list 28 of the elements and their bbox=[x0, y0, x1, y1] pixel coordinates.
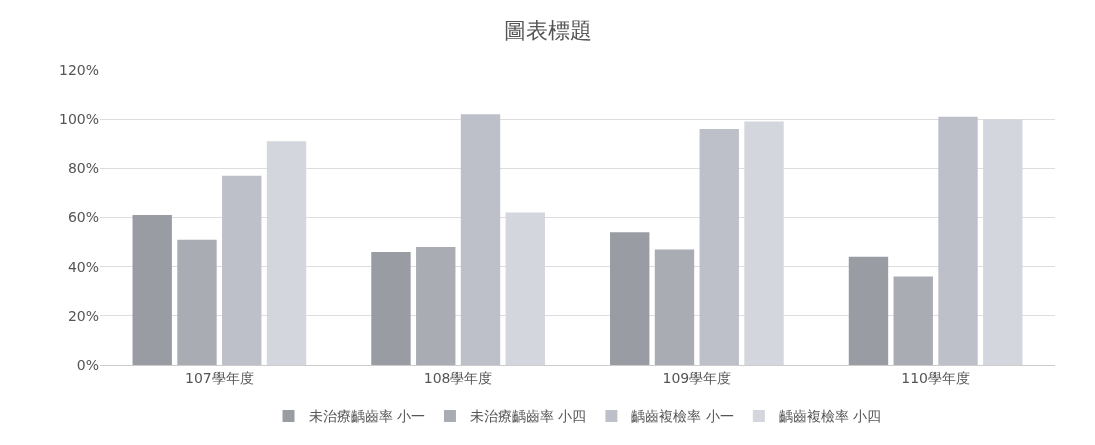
x-tick-label: 107學年度 bbox=[185, 369, 254, 386]
bar bbox=[699, 129, 739, 365]
legend-label: 未治療齲齒率 小一 bbox=[308, 408, 425, 425]
bar bbox=[610, 232, 650, 365]
legend-label: 齲齒複檢率 小一 bbox=[631, 408, 734, 425]
x-tick-label: 108學年度 bbox=[423, 369, 493, 386]
bar bbox=[177, 239, 217, 365]
bar bbox=[132, 215, 172, 365]
x-tick-label: 110學年度 bbox=[901, 369, 970, 386]
y-tick-label: 0% bbox=[76, 356, 99, 373]
y-tick-label: 40% bbox=[67, 258, 99, 275]
y-tick-label: 60% bbox=[67, 209, 99, 226]
bar bbox=[371, 251, 411, 365]
y-tick-label: 20% bbox=[67, 307, 99, 324]
bar bbox=[416, 247, 456, 365]
x-tick-label: 109學年度 bbox=[662, 369, 732, 386]
bar bbox=[893, 276, 933, 365]
y-tick-label: 100% bbox=[58, 111, 99, 128]
bar bbox=[654, 249, 695, 365]
y-tick-label: 80% bbox=[67, 160, 99, 177]
legend-label: 齲齒複檢率 小四 bbox=[778, 408, 882, 425]
bar bbox=[938, 116, 978, 365]
chart-title: 圖表標題 bbox=[503, 17, 592, 43]
y-tick-label: 120% bbox=[58, 61, 99, 78]
bar bbox=[222, 175, 262, 365]
bar bbox=[848, 256, 889, 365]
bar bbox=[460, 114, 501, 365]
legend-label: 未治療齲齒率 小四 bbox=[469, 408, 587, 425]
